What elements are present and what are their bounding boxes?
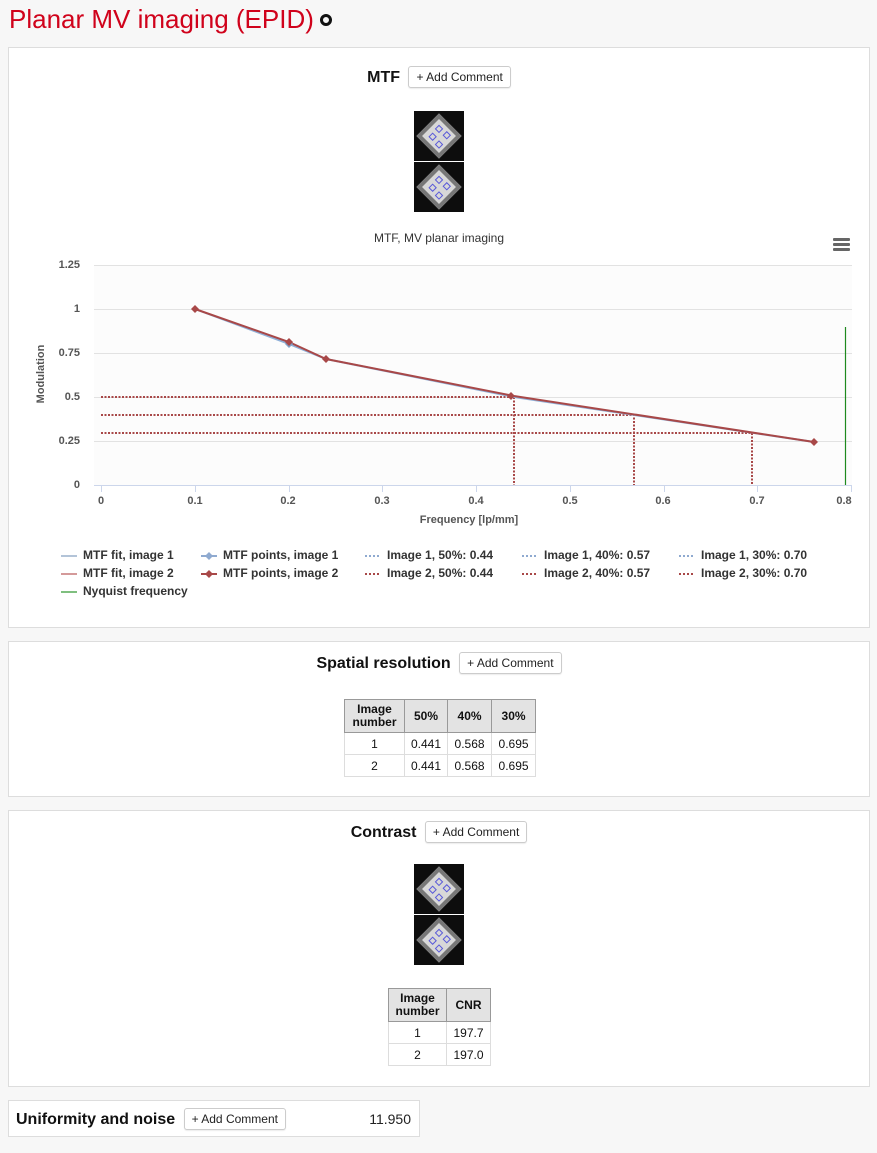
table-row: 2 197.0 (388, 1043, 491, 1066)
contrast-heading: Contrast (350, 824, 417, 841)
table-cell: 0.695 (491, 732, 537, 755)
x-tick: 0 (97, 495, 105, 507)
legend-item-image-2-30[interactable]: Image 2, 30%: 0.70 (679, 566, 808, 580)
hamburger-menu-icon[interactable] (833, 238, 850, 251)
contrast-add-comment-button[interactable]: + Add Comment (424, 821, 528, 843)
legend-item-mtf-fit-image-2[interactable]: MTF fit, image 2 (61, 566, 174, 580)
y-tick: 1.25 (58, 259, 80, 271)
contrast-image-2-thumbnail[interactable] (414, 915, 464, 965)
x-tick: 0.2 (280, 495, 296, 507)
spatial-resolution-heading: Spatial resolution (316, 655, 451, 672)
table-cell: 0.441 (403, 732, 449, 755)
y-tick: 1 (73, 303, 80, 315)
legend-item-image-2-40[interactable]: Image 2, 40%: 0.57 (522, 566, 651, 580)
x-tick: 0.3 (374, 495, 390, 507)
x-tick: 0.1 (187, 495, 203, 507)
table-cell: 2 (344, 754, 405, 777)
column-header: Image number (344, 699, 405, 733)
contrast-table: Image number CNR 1 197.7 2 197.0 (388, 988, 491, 1066)
legend-item-mtf-points-image-2[interactable]: MTF points, image 2 (201, 566, 338, 580)
legend-item-nyquist-frequency[interactable]: Nyquist frequency (61, 584, 188, 598)
page-title-text: Planar MV imaging (EPID) (9, 4, 314, 34)
uniformity-value: 11.950 (369, 1111, 411, 1127)
circle-outline-icon (319, 14, 332, 26)
column-header: Image number (388, 988, 447, 1022)
column-header: CNR (446, 988, 491, 1022)
mtf-panel: MTF + Add Comment MTF, MV planar imaging… (8, 47, 870, 628)
contrast-panel: Contrast + Add Comment Image number CNR … (8, 810, 870, 1087)
table-cell: 1 (344, 732, 405, 755)
spatial-resolution-panel: Spatial resolution + Add Comment Image n… (8, 641, 870, 797)
spatial-resolution-table: Image number 50% 40% 30% 1 0.441 0.568 0… (344, 699, 537, 777)
column-header: 40% (447, 699, 493, 733)
x-tick: 0.7 (749, 495, 765, 507)
column-header: 50% (403, 699, 449, 733)
legend-item-mtf-points-image-1[interactable]: MTF points, image 1 (201, 548, 338, 562)
mtf-chart-plot[interactable] (9, 48, 871, 528)
uniformity-panel: Uniformity and noise + Add Comment 11.95… (8, 1100, 420, 1137)
table-cell: 0.695 (491, 754, 537, 777)
spatial-resolution-header: Spatial resolution + Add Comment (9, 652, 869, 674)
mtf-heading: MTF (367, 69, 401, 86)
table-row: 1 0.441 0.568 0.695 (344, 732, 537, 755)
spatial-resolution-add-comment-button[interactable]: + Add Comment (459, 652, 562, 674)
table-cell: 1 (388, 1021, 447, 1044)
x-tick: 0.6 (655, 495, 671, 507)
y-tick: 0.5 (64, 391, 80, 403)
contrast-image-1-thumbnail[interactable] (414, 864, 464, 914)
uniformity-add-comment-button[interactable]: + Add Comment (183, 1108, 286, 1130)
table-row: 1 197.7 (388, 1021, 491, 1044)
table-cell: 0.441 (403, 754, 449, 777)
table-cell: 197.7 (446, 1021, 491, 1044)
contrast-header: Contrast + Add Comment (9, 821, 869, 843)
chart-title: MTF, MV planar imaging (373, 231, 505, 245)
mtf-image-2-thumbnail[interactable] (414, 162, 464, 212)
x-axis-label: Frequency [lp/mm] (419, 514, 519, 526)
table-cell: 2 (388, 1043, 447, 1066)
y-tick: 0.75 (58, 347, 80, 359)
table-cell: 197.0 (446, 1043, 491, 1066)
page-title: Planar MV imaging (EPID) (9, 2, 332, 36)
x-tick: 0.5 (562, 495, 578, 507)
mtf-image-1-thumbnail[interactable] (414, 111, 464, 161)
legend-item-image-1-30[interactable]: Image 1, 30%: 0.70 (679, 548, 808, 562)
x-tick: 0.4 (468, 495, 484, 507)
legend-item-mtf-fit-image-1[interactable]: MTF fit, image 1 (61, 548, 174, 562)
column-header: 30% (491, 699, 537, 733)
mtf-add-comment-button[interactable]: + Add Comment (408, 66, 511, 88)
y-tick: 0 (73, 479, 80, 491)
chart-legend: MTF fit, image 1 MTF points, image 1 Ima… (9, 548, 871, 608)
table-cell: 0.568 (447, 732, 493, 755)
uniformity-heading: Uniformity and noise (16, 1111, 176, 1128)
uniformity-header: Uniformity and noise + Add Comment (16, 1108, 286, 1130)
mtf-header: MTF + Add Comment (9, 66, 869, 88)
legend-item-image-2-50[interactable]: Image 2, 50%: 0.44 (365, 566, 494, 580)
legend-item-image-1-50[interactable]: Image 1, 50%: 0.44 (365, 548, 494, 562)
legend-item-image-1-40[interactable]: Image 1, 40%: 0.57 (522, 548, 651, 562)
table-row: 2 0.441 0.568 0.695 (344, 754, 537, 777)
table-cell: 0.568 (447, 754, 493, 777)
y-tick: 0.25 (58, 435, 80, 447)
x-tick: 0.8 (836, 495, 852, 507)
